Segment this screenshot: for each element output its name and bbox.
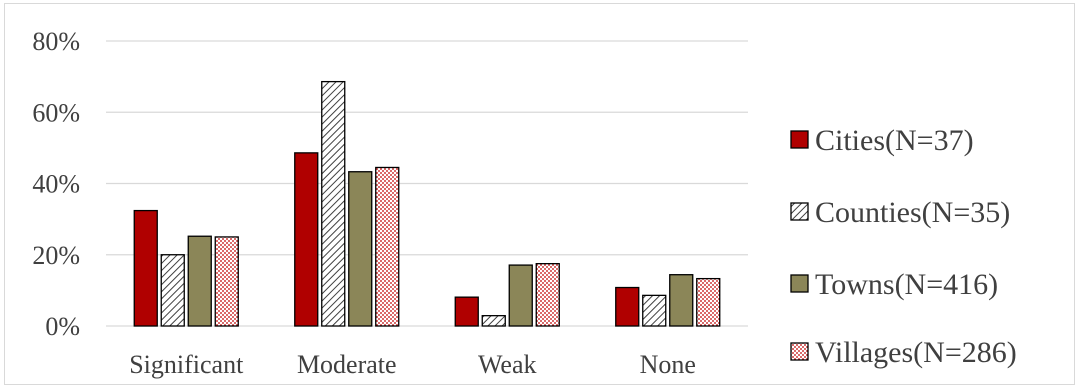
bar <box>348 171 373 327</box>
bar <box>481 315 506 327</box>
y-tick-label: 0% <box>45 312 80 341</box>
bar <box>508 264 533 327</box>
bar <box>375 166 400 327</box>
bar <box>642 294 667 327</box>
legend-label: Towns(N=416) <box>815 268 998 301</box>
bar <box>454 296 479 327</box>
y-tick-label: 80% <box>32 27 80 56</box>
legend-label: Cities(N=37) <box>815 124 974 157</box>
bar <box>696 277 721 327</box>
legend-swatch <box>790 202 809 221</box>
bar <box>294 152 319 327</box>
bar <box>133 209 158 327</box>
x-category-label: None <box>640 350 696 379</box>
bar <box>615 286 640 327</box>
x-axis-labels: Significant Moderate Weak None <box>129 350 696 379</box>
bar <box>214 236 239 327</box>
legend-swatch <box>790 130 809 149</box>
x-category-label: Significant <box>129 350 244 379</box>
x-category-label: Weak <box>478 350 537 379</box>
gridlines <box>106 40 748 327</box>
bar <box>187 235 212 327</box>
y-tick-label: 60% <box>32 98 80 127</box>
y-tick-label: 40% <box>32 170 80 199</box>
legend-label: Villages(N=286) <box>815 336 1017 369</box>
bars <box>133 80 721 327</box>
legend: Cities(N=37) Counties(N=35) Towns(N=416) Vi… <box>790 124 1017 369</box>
y-tick-label: 20% <box>32 241 80 270</box>
x-category-label: Moderate <box>297 350 397 379</box>
bar <box>535 263 560 327</box>
legend-swatch <box>790 274 809 293</box>
legend-label: Counties(N=35) <box>815 196 1010 229</box>
bar <box>669 274 694 327</box>
y-axis-ticks: 0% 20% 40% 60% 80% <box>32 27 80 341</box>
bar <box>160 254 185 327</box>
bar <box>321 80 346 327</box>
legend-swatch <box>790 342 809 361</box>
